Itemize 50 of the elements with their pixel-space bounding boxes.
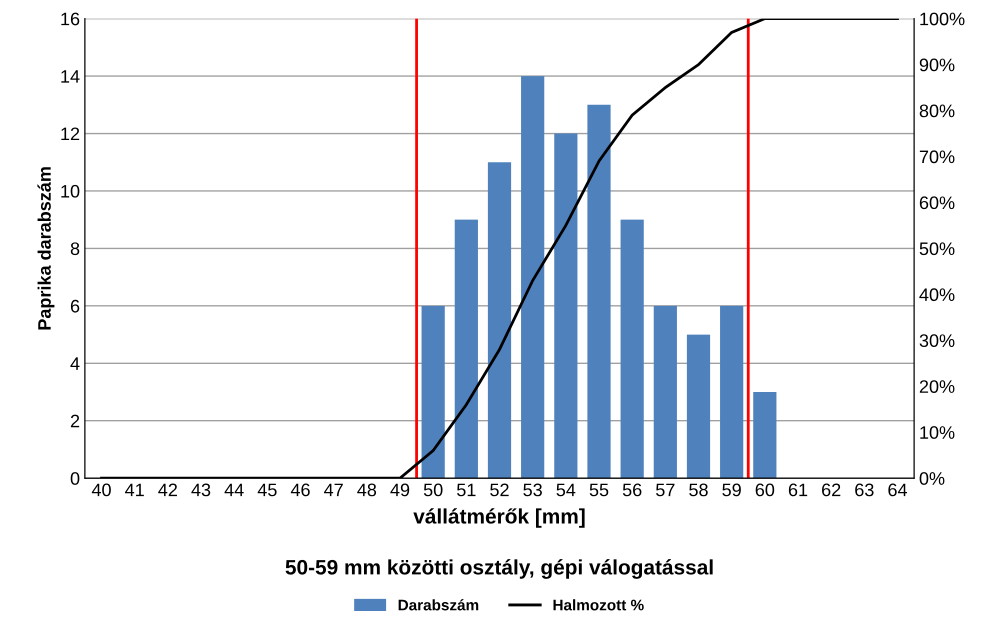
legend-label: Halmozott % xyxy=(554,599,644,610)
y2-tick-label: 80% xyxy=(920,104,954,118)
y2-tick-label: 70% xyxy=(920,150,954,164)
y-tick-label: 16 xyxy=(61,12,80,26)
x-tick-label: 43 xyxy=(191,484,210,496)
y2-tick-label: 50% xyxy=(920,242,954,256)
x-tick-label: 58 xyxy=(689,484,708,496)
x-tick-label: 44 xyxy=(224,484,244,496)
text: 50-59 mm közötti osztály, gépi válogatással xyxy=(286,559,713,579)
x-tick-label: 61 xyxy=(788,484,808,496)
x-tick-label: 45 xyxy=(258,484,277,496)
x-tick-label: 41 xyxy=(125,484,144,496)
x-tick-label: 64 xyxy=(888,484,908,496)
y-axis-title: Paprika darabszám xyxy=(37,167,54,330)
y-tick-label: 14 xyxy=(61,70,80,83)
x-tick-label: 62 xyxy=(822,484,840,496)
y2-tick-label: 30% xyxy=(920,334,954,348)
x-tick-label: 52 xyxy=(490,484,509,496)
x-tick-label: 60 xyxy=(756,484,774,496)
y2-tick-label: 40% xyxy=(919,288,954,302)
y2-tick-label: 60% xyxy=(920,196,954,210)
x-tick-label: 56 xyxy=(622,484,642,496)
y-tick-label: 4 xyxy=(70,357,80,370)
y-tick-label: 10 xyxy=(61,184,80,198)
x-tick-label: 55 xyxy=(590,484,608,496)
y2-tick-label: 90% xyxy=(920,58,954,72)
y-tick-label: 8 xyxy=(70,242,80,256)
y2-tick-label: 10% xyxy=(920,426,954,439)
x-tick-label: 40 xyxy=(92,484,111,496)
x-tick-label: 46 xyxy=(290,484,310,496)
y-tick-label: 0 xyxy=(70,472,80,485)
x-tick-label: 53 xyxy=(523,484,542,496)
x-tick-label: 42 xyxy=(158,484,177,496)
y-tick-label: 12 xyxy=(61,127,80,140)
y2-tick-label: 100% xyxy=(920,12,964,26)
x-tick-label: 50 xyxy=(424,484,443,496)
y-tick-label: 2 xyxy=(70,414,80,428)
legend-label: Darabszám xyxy=(398,599,478,610)
x-tick-label: 59 xyxy=(722,484,741,496)
x-tick-label: 63 xyxy=(855,484,874,496)
y-tick-label: 6 xyxy=(70,300,80,313)
y2-tick-label: 0% xyxy=(920,472,944,485)
x-tick-label: 57 xyxy=(656,484,674,496)
x-tick-label: 51 xyxy=(457,484,476,496)
x-tick-label: 48 xyxy=(357,484,376,496)
x-axis-title: vállátmérők [mm] xyxy=(413,508,585,528)
x-tick-label: 54 xyxy=(556,484,576,496)
y2-tick-label: 20% xyxy=(920,380,954,393)
x-tick-label: 47 xyxy=(324,484,343,496)
x-tick-label: 49 xyxy=(390,484,410,496)
